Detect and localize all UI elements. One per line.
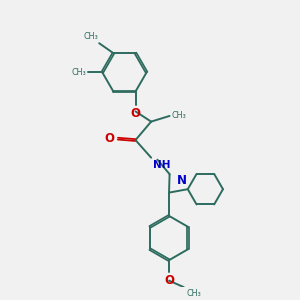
- Text: N: N: [177, 175, 187, 188]
- Text: O: O: [130, 107, 140, 120]
- Text: CH₃: CH₃: [83, 32, 98, 41]
- Text: CH₃: CH₃: [71, 68, 86, 77]
- Text: CH₃: CH₃: [186, 289, 201, 298]
- Text: O: O: [164, 274, 174, 287]
- Text: NH: NH: [153, 160, 170, 170]
- Text: CH₃: CH₃: [172, 111, 186, 120]
- Text: O: O: [104, 132, 114, 145]
